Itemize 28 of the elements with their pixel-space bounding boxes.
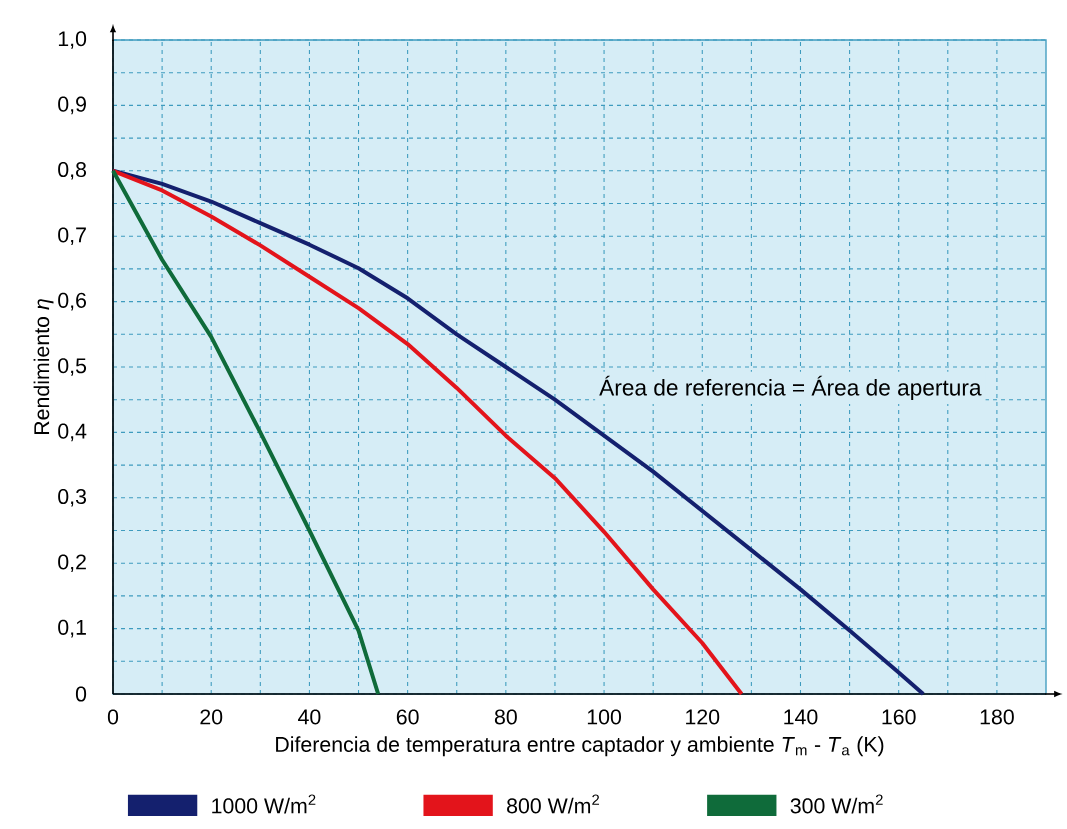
- y-tick-label: 0,3: [58, 488, 87, 507]
- x-tick-label: 160: [882, 709, 916, 725]
- y-tick-label: 0,9: [58, 96, 86, 115]
- x-tick-label: 80: [494, 709, 517, 725]
- y-tick-label: 0,8: [58, 161, 87, 180]
- legend-label: 1000 W/m$^{2}$: [212, 794, 316, 814]
- x-tick-label: 20: [200, 709, 223, 725]
- y-tick-label: 0,7: [58, 227, 86, 245]
- x-tick-label: 120: [686, 709, 720, 725]
- x-tick-label: 60: [396, 709, 419, 725]
- line-series: [111, 168, 381, 696]
- x-tick-label: 100: [587, 709, 622, 725]
- y-tick-label: 1,0: [58, 31, 87, 49]
- x-tick-label: 180: [980, 709, 1014, 725]
- y-tick-label: 0,1: [58, 619, 86, 638]
- x-tick-label: 140: [784, 709, 818, 725]
- legend-label: 800 W/m$^{2}$: [507, 794, 600, 814]
- legend-label: 300 W/m$^{2}$: [790, 794, 883, 814]
- annotation: Área de referencia = Área de apertura: [599, 375, 982, 401]
- y-tick-label: 0: [75, 686, 87, 702]
- x-tick-label: 0: [107, 709, 119, 725]
- y-tick-label: 0,2: [58, 554, 86, 572]
- y-axis-title: Rendimiento η: [33, 299, 54, 435]
- y-tick-label: 0,6: [58, 292, 87, 311]
- y-tick-label: 0,4: [58, 423, 87, 442]
- y-tick-label: 0,5: [58, 358, 87, 376]
- x-axis-title: Diferencia de temperatura entre captador y ambiente T$_{m}$ - T$_{a}$ (K): [276, 736, 884, 757]
- x-tick-label: 40: [298, 709, 321, 725]
